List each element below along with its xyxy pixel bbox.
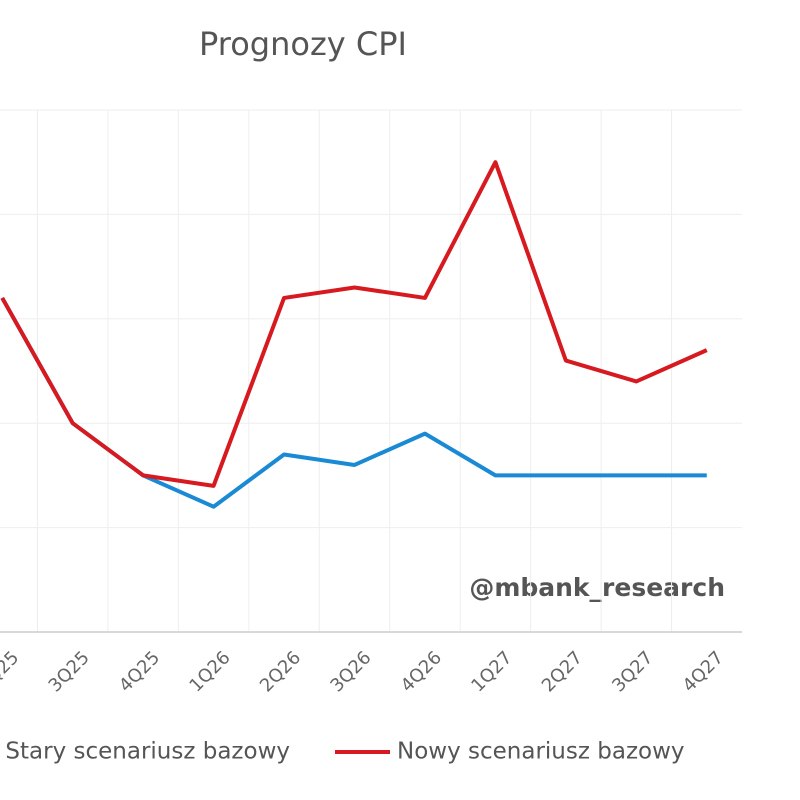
chart-title: Prognozy CPI xyxy=(199,25,407,63)
x-tick-label: 4Q26 xyxy=(397,647,446,696)
x-tick-label: 2Q27 xyxy=(538,647,587,696)
x-tick-label: 3Q27 xyxy=(608,647,657,696)
legend-label: Stary scenariusz bazowy xyxy=(5,739,290,765)
x-tick-label: 3Q25 xyxy=(45,647,94,696)
x-tick-label: 4Q25 xyxy=(115,647,164,696)
watermark: @mbank_research xyxy=(469,573,725,602)
x-tick-label: 1Q27 xyxy=(467,647,516,696)
legend-label: Nowy scenariusz bazowy xyxy=(397,739,685,765)
x-tick-label: 2Q26 xyxy=(256,647,305,696)
series-line xyxy=(0,160,708,488)
x-tick-label: 2Q25 xyxy=(0,647,23,696)
x-tick-label: 4Q27 xyxy=(679,647,728,696)
x-tick-label: 1Q26 xyxy=(185,647,234,696)
x-tick-label: 3Q26 xyxy=(326,647,375,696)
